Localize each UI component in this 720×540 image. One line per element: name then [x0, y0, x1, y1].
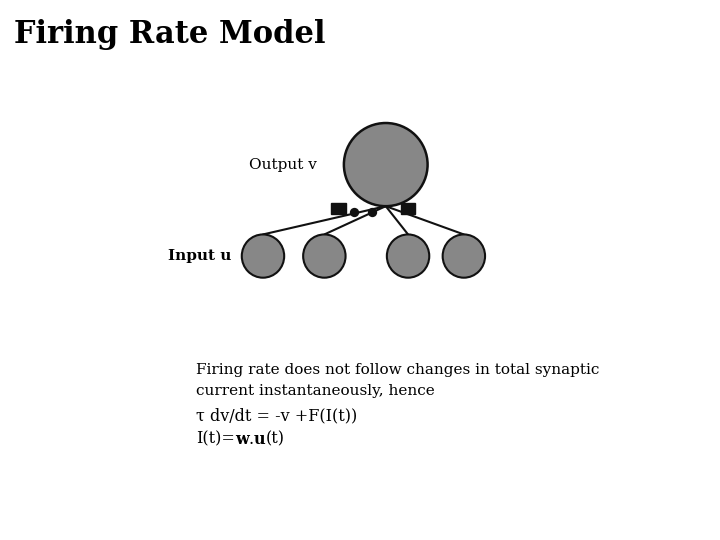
Text: (t): (t) — [266, 430, 284, 448]
Ellipse shape — [344, 123, 428, 206]
Ellipse shape — [242, 234, 284, 278]
Ellipse shape — [387, 234, 429, 278]
Text: Firing rate does not follow changes in total synaptic: Firing rate does not follow changes in t… — [196, 363, 599, 377]
Text: u: u — [253, 430, 266, 448]
Text: .: . — [248, 430, 253, 448]
Text: Firing Rate Model: Firing Rate Model — [14, 19, 326, 50]
Point — [366, 208, 377, 217]
Text: Output v: Output v — [249, 158, 317, 172]
Text: w: w — [235, 430, 248, 448]
Ellipse shape — [443, 234, 485, 278]
Bar — [331, 203, 346, 214]
Text: τ dv/dt = -v +F(I(t)): τ dv/dt = -v +F(I(t)) — [196, 408, 357, 424]
Text: current instantaneously, hence: current instantaneously, hence — [196, 384, 435, 398]
Text: Input u: Input u — [168, 249, 232, 263]
Ellipse shape — [303, 234, 346, 278]
Bar — [401, 203, 415, 214]
Text: I(t)=: I(t)= — [196, 430, 235, 448]
Point — [348, 208, 360, 217]
